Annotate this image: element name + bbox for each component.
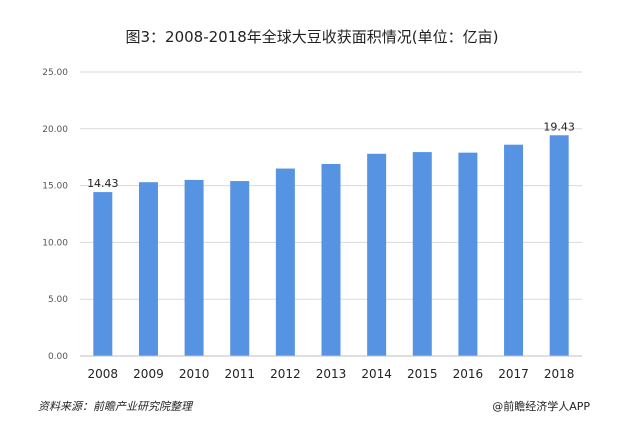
y-tick-label: 0.00 <box>48 352 68 362</box>
x-tick-label: 2008 <box>88 367 119 381</box>
data-labels: 14.43 19.43 <box>87 120 575 190</box>
x-tick-label: 2010 <box>179 367 210 381</box>
bar <box>93 192 113 356</box>
bar <box>367 153 387 356</box>
source-note: 资料来源：前瞻产业研究院整理 <box>38 400 192 413</box>
y-tick-label: 10.00 <box>42 238 68 248</box>
bar <box>230 181 250 356</box>
x-tick-label: 2011 <box>224 367 255 381</box>
y-tick-label: 15.00 <box>42 182 68 192</box>
x-tick-label: 2017 <box>498 367 529 381</box>
data-label: 19.43 <box>543 120 575 133</box>
bar <box>549 135 569 356</box>
bar <box>504 144 524 356</box>
x-axis-ticks: 2008 2009 2010 2011 2012 2013 2014 2015 2016 2017… <box>88 367 575 381</box>
bar <box>321 164 341 356</box>
x-tick-label: 2015 <box>407 367 438 381</box>
x-tick-label: 2014 <box>361 367 392 381</box>
data-label: 14.43 <box>87 177 119 190</box>
bars <box>93 135 569 356</box>
x-tick-label: 2012 <box>270 367 301 381</box>
chart-title: 图3：2008-2018年全球大豆收获面积情况(单位：亿亩) <box>125 28 499 46</box>
x-tick-label: 2018 <box>544 367 575 381</box>
x-tick-label: 2016 <box>453 367 484 381</box>
y-axis-ticks: 0.00 5.00 10.00 15.00 20.00 25.00 <box>42 68 68 362</box>
bar <box>275 168 295 356</box>
bar <box>138 182 158 356</box>
bar <box>458 152 478 356</box>
x-tick-label: 2009 <box>133 367 164 381</box>
bar <box>184 179 204 356</box>
y-tick-label: 5.00 <box>48 295 68 305</box>
y-tick-label: 25.00 <box>42 68 68 78</box>
credit-note: @前瞻经济学人APP <box>492 400 590 413</box>
y-tick-label: 20.00 <box>42 125 68 135</box>
bar <box>412 152 432 356</box>
x-tick-label: 2013 <box>316 367 347 381</box>
